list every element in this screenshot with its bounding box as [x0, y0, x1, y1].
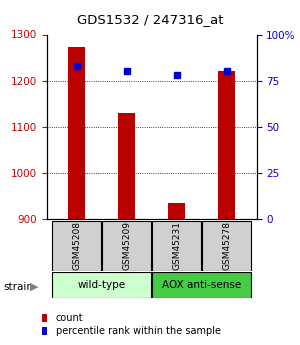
- Text: GSM45208: GSM45208: [72, 221, 81, 270]
- Bar: [68, 47, 85, 219]
- Bar: [218, 71, 235, 219]
- Text: percentile rank within the sample: percentile rank within the sample: [56, 326, 220, 336]
- Text: wild-type: wild-type: [77, 280, 126, 290]
- Bar: [118, 113, 135, 219]
- Bar: [52, 221, 101, 271]
- Bar: [152, 221, 201, 271]
- Text: GSM45231: GSM45231: [172, 221, 181, 270]
- Text: GSM45278: GSM45278: [222, 221, 231, 270]
- Text: GSM45209: GSM45209: [122, 221, 131, 270]
- Text: GDS1532 / 247316_at: GDS1532 / 247316_at: [77, 13, 223, 26]
- Bar: [152, 272, 251, 298]
- Text: ▶: ▶: [30, 282, 39, 292]
- Bar: [52, 272, 151, 298]
- Bar: [202, 221, 251, 271]
- Text: count: count: [56, 313, 83, 323]
- Bar: [102, 221, 151, 271]
- Text: strain: strain: [3, 282, 33, 292]
- Text: AOX anti-sense: AOX anti-sense: [162, 280, 241, 290]
- Bar: [168, 203, 185, 219]
